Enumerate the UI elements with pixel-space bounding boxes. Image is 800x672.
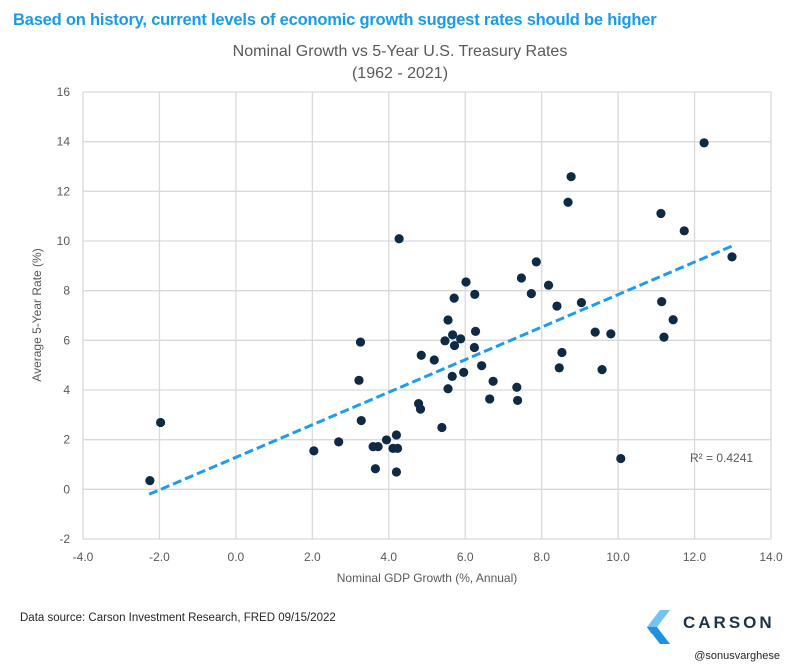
data-point: [391, 467, 402, 477]
data-point: [679, 226, 689, 236]
x-tick-label: 8.0: [533, 550, 550, 564]
x-tick-label: -2.0: [149, 550, 170, 564]
x-tick-label: 12.0: [683, 550, 707, 564]
data-point: [657, 296, 667, 307]
data-point: [391, 430, 402, 440]
data-point: [381, 435, 392, 445]
data-point: [437, 422, 447, 433]
data-point: [354, 375, 364, 385]
x-tick-label: 10.0: [606, 550, 630, 564]
data-point: [477, 361, 487, 371]
data-point: [415, 404, 426, 414]
data-point: [429, 355, 439, 365]
data-point: [155, 417, 166, 428]
data-point: [145, 476, 155, 486]
y-tick-label: 4: [63, 383, 70, 397]
scatter-chart: -4.0 -2.0 0.0 2.0 4.0 6.0 8.0 10.0 12.0 14.0 -2 0 2 4…: [30, 85, 783, 585]
r-squared-label: R² = 0.4241: [690, 451, 753, 465]
x-tick-label: 14.0: [759, 550, 783, 564]
data-point: [512, 382, 522, 392]
x-tick-label: 4.0: [380, 550, 397, 564]
data-point: [461, 277, 471, 287]
data-point: [659, 332, 669, 342]
data-points: [145, 138, 737, 486]
data-point: [543, 280, 554, 290]
y-tick-label: 8: [63, 284, 70, 298]
data-point: [485, 394, 495, 404]
carson-logo: CARSON: [643, 607, 793, 647]
grid: [82, 91, 772, 540]
x-tick-label: 6.0: [457, 550, 474, 564]
data-point: [566, 172, 576, 182]
data-point: [606, 329, 616, 339]
data-point: [512, 395, 523, 406]
data-point: [526, 289, 536, 299]
data-point: [356, 415, 366, 426]
x-tick-label: 0.0: [228, 550, 245, 564]
data-source: Data source: Carson Investment Research,…: [20, 612, 336, 624]
chart-title: Nominal Growth vs 5-Year U.S. Treasury R…: [232, 43, 568, 60]
carson-logo-icon: [647, 610, 670, 644]
headline: Based on history, current levels of econ…: [13, 11, 657, 29]
data-point: [554, 363, 564, 373]
data-point: [470, 289, 480, 299]
data-point: [531, 257, 541, 267]
chart-subtitle: (1962 - 2021): [351, 65, 449, 82]
data-point: [699, 138, 709, 148]
x-axis-label: Nominal GDP Growth (%, Annual): [337, 571, 518, 585]
data-point: [727, 252, 737, 262]
data-point: [443, 315, 453, 325]
data-point: [552, 301, 562, 311]
data-point: [449, 340, 460, 351]
data-point: [656, 208, 666, 219]
tick-labels: -4.0 -2.0 0.0 2.0 4.0 6.0 8.0 10.0 12.0 14.0 -2 0 2 4…: [57, 85, 783, 564]
y-tick-label: 10: [57, 234, 71, 248]
data-point: [440, 336, 450, 346]
data-point: [576, 297, 587, 308]
data-point: [370, 464, 380, 474]
data-point: [449, 293, 459, 303]
carson-logo-text: CARSON: [683, 613, 775, 632]
data-point: [470, 326, 481, 336]
y-tick-label: 6: [63, 333, 70, 347]
y-tick-label: 14: [57, 135, 71, 149]
x-tick-label: 2.0: [304, 550, 321, 564]
data-point: [416, 350, 426, 360]
data-point: [668, 315, 678, 325]
author-handle: @sonusvarghese: [694, 650, 780, 662]
y-tick-label: 12: [57, 184, 71, 198]
y-tick-label: 0: [63, 482, 70, 496]
trendline: [148, 244, 733, 496]
y-axis-label: Average 5-Year Rate (%): [30, 248, 44, 381]
data-point: [616, 453, 626, 464]
data-point: [443, 384, 453, 394]
data-point: [597, 365, 607, 375]
y-tick-label: -2: [59, 532, 70, 546]
data-point: [456, 334, 466, 344]
trendline-group: [148, 244, 733, 496]
data-point: [334, 437, 344, 447]
y-tick-label: 2: [63, 433, 70, 447]
data-point: [373, 442, 383, 452]
data-point: [516, 273, 527, 283]
data-point: [392, 443, 403, 453]
data-point: [557, 347, 567, 358]
data-point: [309, 446, 319, 456]
x-tick-label: -4.0: [73, 550, 94, 564]
data-point: [590, 327, 600, 337]
chart-title-block: Nominal Growth vs 5-Year U.S. Treasury R…: [0, 41, 800, 85]
data-point: [447, 371, 457, 381]
y-tick-label: 16: [57, 85, 71, 99]
data-point: [488, 376, 498, 386]
data-point: [394, 234, 404, 244]
data-point: [459, 367, 469, 377]
data-point: [355, 337, 366, 347]
data-point: [563, 197, 573, 207]
data-point: [469, 342, 479, 353]
data-point: [448, 330, 458, 340]
